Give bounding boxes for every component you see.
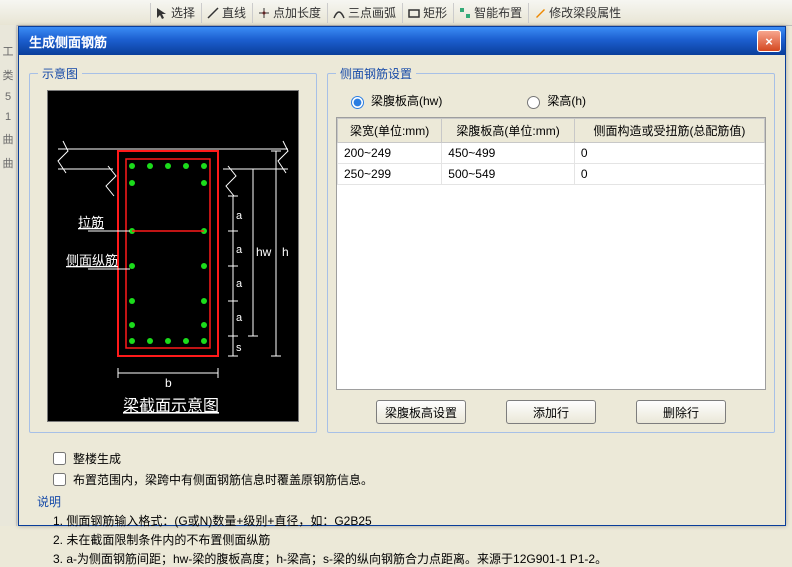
svg-text:梁截面示意图: 梁截面示意图	[123, 396, 219, 415]
legend-settings: 侧面钢筋设置	[336, 65, 416, 82]
table-cell[interactable]: 250~299	[338, 164, 442, 185]
note-3: 3. a-为侧面钢筋间距；hw-梁的腹板高度；h-梁高；s-梁的纵向钢筋合力点距…	[53, 550, 767, 567]
tool-arc[interactable]: 三点画弧	[327, 3, 400, 23]
dialog-title: 生成侧面钢筋	[29, 32, 107, 51]
tool-add-length[interactable]: 点加长度	[252, 3, 325, 23]
left-ruler: 工 类 5 1 曲 曲	[0, 25, 17, 526]
beam-section-diagram: 拉筋 侧面纵筋	[47, 90, 299, 422]
chk-whole-building[interactable]	[53, 452, 66, 465]
dialog-titlebar[interactable]: 生成侧面钢筋 ×	[19, 27, 785, 55]
table-cell[interactable]: 450~499	[442, 143, 575, 164]
notes-heading: 说明	[37, 493, 767, 510]
svg-text:b: b	[165, 376, 172, 390]
svg-text:侧面纵筋: 侧面纵筋	[66, 253, 118, 268]
close-button[interactable]: ×	[757, 30, 781, 52]
tool-select[interactable]: 选择	[150, 3, 199, 23]
col-rebar[interactable]: 侧面构造或受扭筋(总配筋值)	[574, 119, 764, 143]
svg-text:a: a	[236, 278, 243, 290]
radio-web-height-input[interactable]	[351, 96, 364, 109]
group-diagram: 示意图	[29, 65, 317, 433]
svg-text:s: s	[236, 342, 242, 354]
radio-beam-height[interactable]: 梁高(h)	[522, 92, 586, 109]
svg-text:a: a	[236, 210, 243, 222]
radio-beam-height-input[interactable]	[527, 96, 540, 109]
table-cell[interactable]: 500~549	[442, 164, 575, 185]
tool-line[interactable]: 直线	[201, 3, 250, 23]
chk-whole-building-label: 整楼生成	[73, 450, 121, 467]
svg-text:a: a	[236, 244, 243, 256]
btn-add-row[interactable]: 添加行	[506, 400, 596, 424]
btn-web-height-setting[interactable]: 梁腹板高设置	[376, 400, 466, 424]
col-webheight[interactable]: 梁腹板高(单位:mm)	[442, 119, 575, 143]
tool-edit-beam[interactable]: 修改梁段属性	[528, 3, 625, 23]
chk-overwrite[interactable]	[53, 473, 66, 486]
svg-text:hw: hw	[256, 245, 272, 259]
table-row[interactable]: 250~299500~5490	[338, 164, 765, 185]
table-cell[interactable]: 200~249	[338, 143, 442, 164]
table-cell[interactable]: 0	[574, 143, 764, 164]
note-2: 2. 未在截面限制条件内的不布置侧面纵筋	[53, 531, 767, 548]
col-width[interactable]: 梁宽(单位:mm)	[338, 119, 442, 143]
bottom-area: 整楼生成 布置范围内，梁跨中有侧面钢筋信息时覆盖原钢筋信息。 说明 1. 侧面钢…	[19, 437, 785, 567]
note-1: 1. 侧面钢筋输入格式：(G或N)数量+级别+直径，如：G2B25	[53, 512, 767, 529]
tool-smart[interactable]: 智能布置	[453, 3, 526, 23]
rebar-table[interactable]: 梁宽(单位:mm) 梁腹板高(单位:mm) 侧面构造或受扭筋(总配筋值) 200…	[336, 117, 766, 390]
table-cell[interactable]: 0	[574, 164, 764, 185]
chk-overwrite-label: 布置范围内，梁跨中有侧面钢筋信息时覆盖原钢筋信息。	[73, 471, 373, 488]
app-toolbar: 选择 直线 点加长度 三点画弧 矩形 智能布置 修改梁段属性	[0, 0, 792, 26]
svg-text:h: h	[282, 245, 289, 259]
dialog-generate-side-rebar: 生成侧面钢筋 × 示意图	[18, 26, 786, 526]
legend-diagram: 示意图	[38, 65, 82, 82]
group-rebar-settings: 侧面钢筋设置 梁腹板高(hw) 梁高(h) 梁宽(单位:mm) 梁腹板高(单位:	[327, 65, 775, 433]
svg-text:拉筋: 拉筋	[78, 215, 104, 230]
radio-web-height[interactable]: 梁腹板高(hw)	[346, 92, 442, 109]
btn-delete-row[interactable]: 删除行	[636, 400, 726, 424]
table-row[interactable]: 200~249450~4990	[338, 143, 765, 164]
tool-rect[interactable]: 矩形	[402, 3, 451, 23]
svg-text:a: a	[236, 312, 243, 324]
